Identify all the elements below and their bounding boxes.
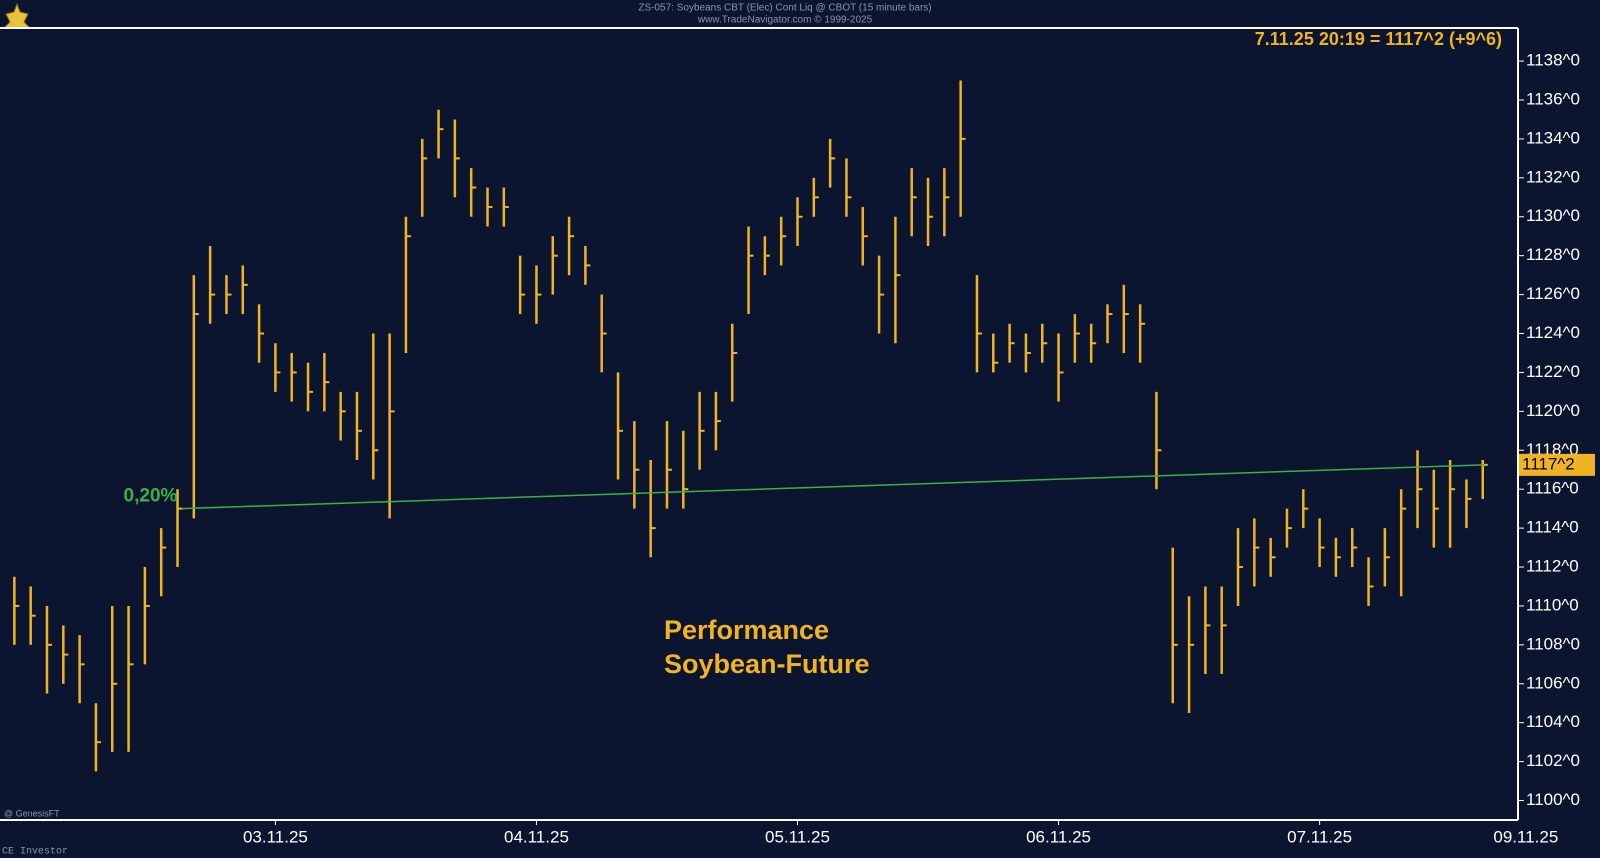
y-tick-label: 1124^0 <box>1526 323 1580 342</box>
footer: CE Investor <box>2 847 68 858</box>
x-tick-label: 05.11.25 <box>765 827 830 846</box>
x-tick-label: 09.11.25 <box>1493 827 1558 846</box>
reference-line <box>181 464 1485 510</box>
y-tick-label: 1108^0 <box>1526 634 1580 653</box>
reference-label: 0,20% <box>124 486 178 507</box>
y-tick-label: 1134^0 <box>1526 128 1580 147</box>
y-tick-label: 1110^0 <box>1526 595 1579 614</box>
y-tick-label: 1120^0 <box>1526 401 1580 420</box>
x-tick-label: 04.11.25 <box>504 827 569 846</box>
chart-title: ZS-057: Soybeans CBT (Elec) Cont Liq @ C… <box>638 3 931 14</box>
y-tick-label: 1100^0 <box>1526 790 1580 809</box>
y-tick-label: 1104^0 <box>1526 712 1580 731</box>
logo <box>2 2 32 29</box>
y-tick-label: 1116^0 <box>1526 479 1579 498</box>
x-tick-label: 06.11.25 <box>1026 827 1091 846</box>
y-tick-label: 1106^0 <box>1526 673 1580 692</box>
y-tick-label: 1136^0 <box>1526 89 1580 108</box>
y-tick-label: 1126^0 <box>1526 284 1580 303</box>
price-annotation: 7.11.25 20:19 = 1117^2 (+9^6) <box>1255 29 1502 49</box>
chart-subtitle: www.TradeNavigator.com © 1999-2025 <box>697 15 873 26</box>
y-tick-label: 1114^0 <box>1526 518 1579 537</box>
credit: @ GenesisFT <box>4 808 60 818</box>
caption-line: Performance <box>664 615 829 645</box>
y-tick-label: 1132^0 <box>1526 167 1580 186</box>
y-tick-label: 1102^0 <box>1526 751 1580 770</box>
caption-line: Soybean-Future <box>664 649 870 679</box>
last-price-label: 1117^2 <box>1522 454 1575 473</box>
y-tick-label: 1112^0 <box>1526 557 1579 576</box>
y-tick-label: 1128^0 <box>1526 245 1580 264</box>
last-price-box <box>1519 453 1595 476</box>
y-tick-label: 1130^0 <box>1526 206 1580 225</box>
x-tick-label: 03.11.25 <box>243 827 308 846</box>
y-tick-label: 1138^0 <box>1526 51 1580 70</box>
y-tick-label: 1122^0 <box>1526 362 1580 381</box>
x-tick-label: 07.11.25 <box>1287 827 1352 846</box>
